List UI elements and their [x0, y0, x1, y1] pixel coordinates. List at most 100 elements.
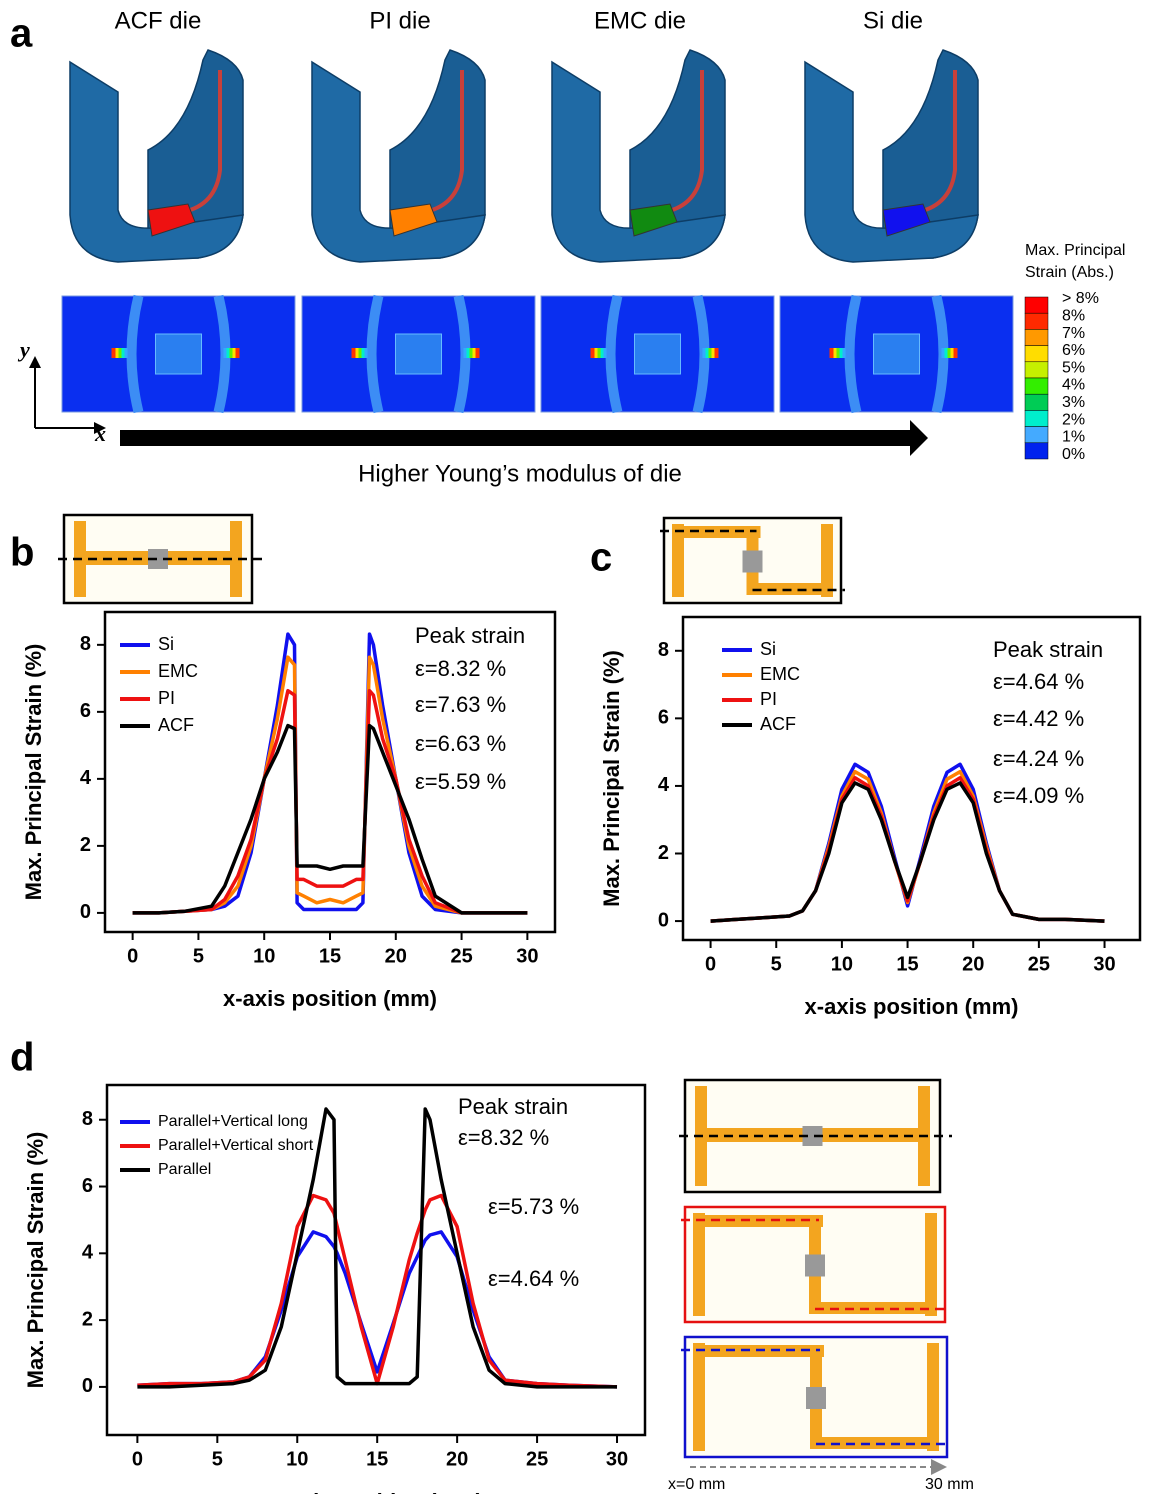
x-tick-label: 15 [319, 945, 341, 967]
y-tick-label: 6 [82, 1175, 93, 1197]
strip [693, 1343, 705, 1451]
series-line [137, 1232, 617, 1387]
annotation: ε=5.73 % [488, 1194, 579, 1219]
legend-label: Parallel+Vertical long [158, 1113, 308, 1130]
y-tick-label: 4 [658, 774, 670, 796]
annotation: ε=7.63 % [415, 692, 506, 717]
x-tick-label: 25 [1028, 953, 1050, 975]
y-tick-label: 2 [658, 842, 669, 864]
x-tick-label: 30 [516, 945, 538, 967]
y-tick-label: 6 [658, 707, 669, 729]
y-tick-label: 0 [80, 901, 91, 923]
annotation: ε=4.09 % [993, 783, 1084, 808]
colorbar-title: Max. Principal [1025, 242, 1125, 259]
y-tick-label: 2 [82, 1308, 93, 1330]
x-tick-label: 20 [446, 1448, 468, 1470]
colorbar-cell [1025, 313, 1048, 329]
hotspot [352, 348, 356, 358]
annotation: ε=5.59 % [415, 769, 506, 794]
y-tick-label: 4 [80, 767, 92, 789]
die-region [396, 334, 442, 374]
annotation: ε=4.42 % [993, 706, 1084, 731]
x-tick-label: 25 [450, 945, 472, 967]
strip [821, 524, 833, 597]
colorbar-label: > 8% [1062, 290, 1099, 307]
chip [806, 1387, 826, 1409]
strip [693, 1213, 705, 1316]
x-tick-label: 10 [253, 945, 275, 967]
strip [927, 1343, 939, 1451]
x-axis-title: x-axis position (mm) [805, 994, 1019, 1019]
x-tick-label: 0 [705, 953, 716, 975]
x-tick-label: 20 [962, 953, 984, 975]
hotspot [591, 348, 595, 358]
big-arrow [120, 420, 928, 456]
die-title: ACF die [115, 7, 202, 34]
annotation: Peak strain [415, 623, 525, 648]
die-title: EMC die [594, 7, 686, 34]
annotation: ε=8.32 % [415, 656, 506, 681]
y-tick-label: 0 [82, 1375, 93, 1397]
x-tick-label: 5 [212, 1448, 223, 1470]
x-tick-label: 30 [1093, 953, 1115, 975]
annotation: ε=4.64 % [488, 1266, 579, 1291]
colorbar-label: 2% [1062, 411, 1085, 428]
y-tick-label: 8 [658, 639, 669, 661]
legend-label: PI [158, 688, 175, 708]
y-axis-title: Max. Principal Strain (%) [23, 1132, 48, 1389]
colorbar-cell [1025, 297, 1048, 313]
inset-label: x=0 mm [668, 1476, 725, 1493]
y-tick-label: 0 [658, 909, 669, 931]
x-tick-label: 15 [366, 1448, 388, 1470]
y-tick-label: 8 [80, 633, 91, 655]
legend-label: ACF [158, 715, 194, 735]
x-tick-label: 25 [526, 1448, 548, 1470]
hotspot [715, 348, 719, 358]
colorbar-cell [1025, 378, 1048, 394]
legend-label: PI [760, 689, 777, 709]
x-tick-label: 10 [831, 953, 853, 975]
annotation: ε=6.63 % [415, 731, 506, 756]
chip [743, 551, 763, 573]
y-tick-label: 8 [82, 1108, 93, 1130]
axis-name: y [17, 337, 30, 362]
legend-label: Parallel+Vertical short [158, 1137, 314, 1154]
strip [925, 1213, 937, 1316]
die-region [156, 334, 202, 374]
annotation: Peak strain [458, 1094, 568, 1119]
figure: a ACF diePI dieEMC dieSi dieyxHigher You… [0, 0, 1151, 1494]
x-tick-label: 20 [385, 945, 407, 967]
die-title: Si die [863, 7, 923, 34]
series-line [137, 1196, 617, 1387]
panel-label: c [590, 536, 612, 580]
axis-name: x [94, 421, 106, 446]
colorbar-cell [1025, 394, 1048, 410]
colorbar-label: 1% [1062, 429, 1085, 446]
colorbar-cell [1025, 329, 1048, 345]
legend-label: Si [760, 639, 776, 659]
arrowhead [29, 356, 41, 368]
colorbar-cell [1025, 362, 1048, 378]
annotation: ε=4.24 % [993, 746, 1084, 771]
x-tick-label: 5 [771, 953, 782, 975]
x-tick-label: 0 [127, 945, 138, 967]
colorbar-cell [1025, 346, 1048, 362]
inset-label: 30 mm [925, 1476, 974, 1493]
x-tick-label: 5 [193, 945, 204, 967]
hotspot [954, 348, 958, 358]
x-axis-title: x-axis position (mm) [223, 986, 437, 1011]
panel-label: b [10, 531, 34, 575]
annotation: ε=4.64 % [993, 669, 1084, 694]
colorbar-cell [1025, 427, 1048, 443]
colorbar-label: 4% [1062, 377, 1085, 394]
die-region [635, 334, 681, 374]
x-tick-label: 30 [606, 1448, 628, 1470]
annotation: Peak strain [993, 637, 1103, 662]
die-title: PI die [369, 7, 430, 34]
chip [805, 1255, 825, 1277]
colorbar-label: 8% [1062, 308, 1085, 325]
y-tick-label: 2 [80, 834, 91, 856]
colorbar-label: 7% [1062, 325, 1085, 342]
colorbar-cell [1025, 410, 1048, 426]
legend-label: Si [158, 634, 174, 654]
